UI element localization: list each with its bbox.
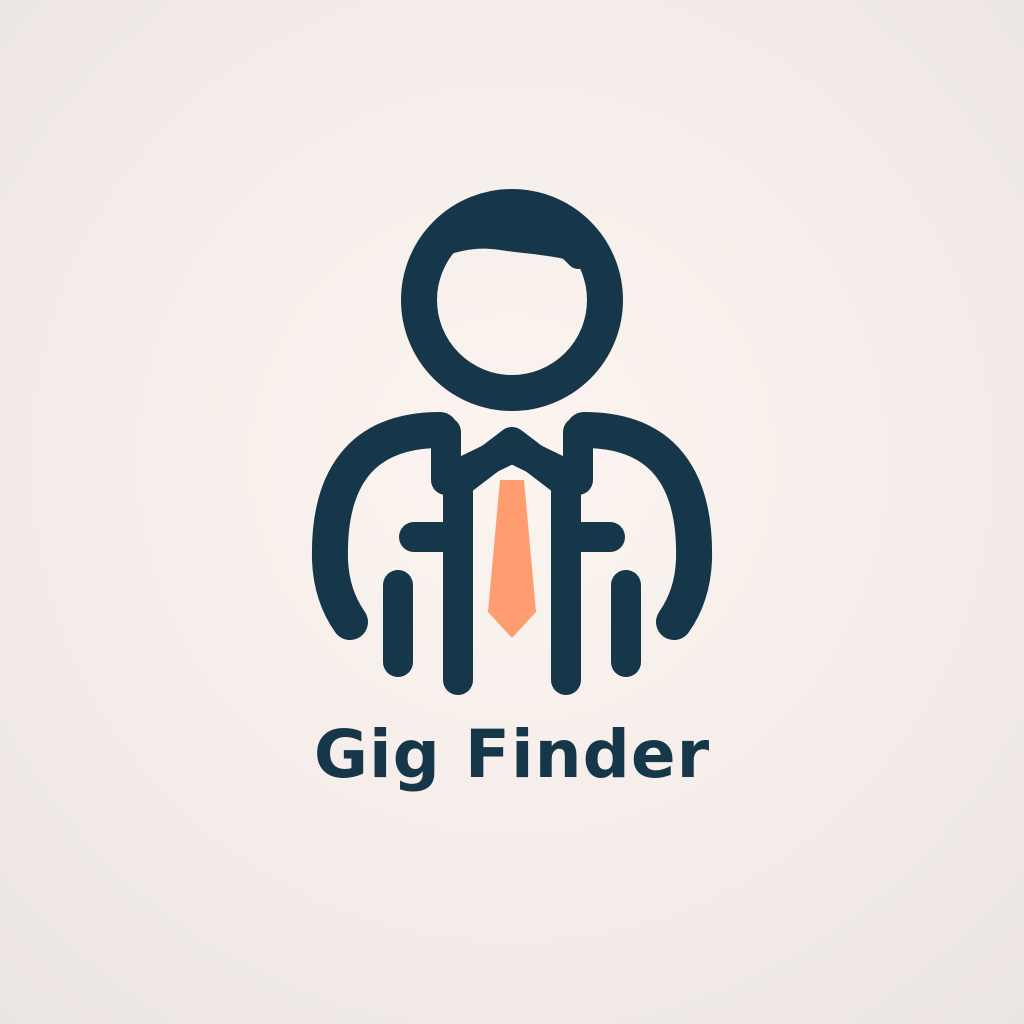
collar-icon	[431, 417, 593, 495]
shoulders-icon	[311, 412, 713, 640]
tie-icon	[488, 480, 536, 638]
jacket-lines-icon	[383, 469, 641, 695]
head-icon	[401, 189, 623, 411]
brand-name: Gig Finder	[313, 716, 711, 793]
